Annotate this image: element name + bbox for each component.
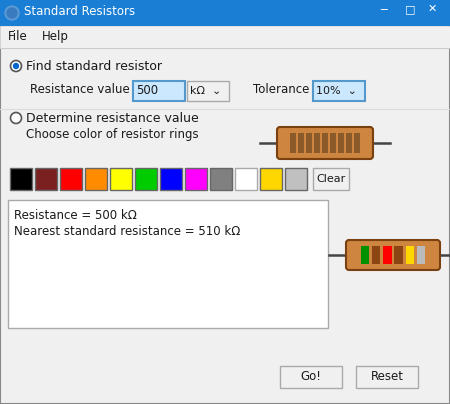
Text: Tolerance: Tolerance (253, 83, 310, 96)
Bar (313, 81, 365, 101)
Text: ─: ─ (380, 4, 387, 14)
FancyBboxPatch shape (346, 240, 440, 270)
Bar (354, 133, 360, 153)
Bar (0, 0, 450, 26)
Bar (133, 81, 185, 101)
Circle shape (10, 112, 22, 124)
Text: 500: 500 (136, 84, 158, 97)
Bar (322, 133, 328, 153)
Bar (10, 168, 32, 190)
Bar (298, 133, 304, 153)
Text: Standard Resistors: Standard Resistors (24, 5, 135, 18)
Bar (85, 168, 107, 190)
Bar (60, 168, 82, 190)
Text: Reset: Reset (370, 370, 404, 383)
Bar (356, 366, 418, 388)
Bar (314, 133, 320, 153)
Circle shape (7, 8, 17, 18)
Bar (0, 26, 450, 48)
Circle shape (10, 61, 22, 72)
Text: Nearest standard resistance = 510 kΩ: Nearest standard resistance = 510 kΩ (14, 225, 240, 238)
Bar (35, 168, 57, 190)
Text: File: File (8, 30, 28, 43)
Bar (346, 133, 352, 153)
Bar (361, 246, 369, 264)
Bar (338, 133, 344, 153)
Bar (330, 133, 336, 153)
Text: Clear: Clear (316, 174, 346, 184)
Text: Resistance value: Resistance value (30, 83, 130, 96)
Text: Find standard resistor: Find standard resistor (26, 60, 162, 73)
Bar (110, 168, 132, 190)
Bar (285, 168, 307, 190)
Text: kΩ  ⌄: kΩ ⌄ (190, 86, 221, 96)
Text: Help: Help (42, 30, 69, 43)
Bar (187, 81, 229, 101)
Bar (185, 168, 207, 190)
Text: 10%  ⌄: 10% ⌄ (316, 86, 357, 96)
Text: ✕: ✕ (428, 4, 437, 14)
Bar (394, 246, 403, 264)
Bar (280, 366, 342, 388)
Circle shape (14, 63, 18, 69)
Bar (313, 168, 349, 190)
Bar (135, 168, 157, 190)
Bar (260, 168, 282, 190)
Text: Resistance = 500 kΩ: Resistance = 500 kΩ (14, 209, 137, 222)
Bar (306, 133, 312, 153)
Text: Determine resistance value: Determine resistance value (26, 112, 199, 125)
Text: Go!: Go! (301, 370, 321, 383)
Bar (405, 246, 414, 264)
Bar (235, 168, 257, 190)
FancyBboxPatch shape (277, 127, 373, 159)
Bar (290, 133, 296, 153)
Bar (210, 168, 232, 190)
Bar (417, 246, 425, 264)
Bar (383, 246, 392, 264)
Text: □: □ (405, 4, 415, 14)
Bar (8, 200, 328, 328)
Text: Choose color of resistor rings: Choose color of resistor rings (26, 128, 198, 141)
Circle shape (5, 6, 19, 20)
Bar (372, 246, 380, 264)
Bar (160, 168, 182, 190)
